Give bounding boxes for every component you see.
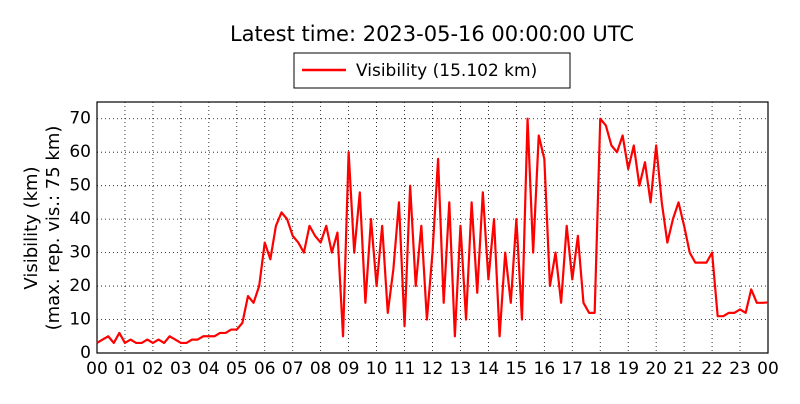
x-tick-label: 08: [310, 359, 332, 379]
x-tick-label: 05: [226, 359, 248, 379]
x-tick-label: 12: [422, 359, 444, 379]
x-tick-label: 13: [450, 359, 472, 379]
x-tick-label: 10: [366, 359, 388, 379]
x-tick-label: 01: [114, 359, 136, 379]
x-tick-label: 19: [617, 359, 639, 379]
x-tick-label: 00: [757, 359, 779, 379]
x-tick-label: 15: [506, 359, 528, 379]
y-tick-label: 60: [69, 142, 91, 162]
x-tick-label: 21: [673, 359, 695, 379]
x-tick-label: 18: [589, 359, 611, 379]
y-tick-label: 0: [80, 343, 91, 363]
x-tick-label: 16: [534, 359, 556, 379]
y-tick-label: 30: [69, 243, 91, 263]
x-tick-label: 04: [198, 359, 220, 379]
x-tick-label: 03: [170, 359, 192, 379]
y-tick-label: 40: [69, 209, 91, 229]
y-tick-label: 10: [69, 310, 91, 330]
x-tick-label: 00: [86, 359, 108, 379]
data-line: [96, 117, 769, 345]
y-tick-label: 50: [69, 176, 91, 196]
x-tick-label: 17: [561, 359, 583, 379]
y-tick-label: 20: [69, 276, 91, 296]
plot-frame: [96, 101, 769, 354]
x-tick-label: 02: [142, 359, 164, 379]
x-tick-label: 20: [645, 359, 667, 379]
x-tick-label: 11: [394, 359, 416, 379]
x-tick-label: 23: [729, 359, 751, 379]
x-tick-label: 07: [282, 359, 304, 379]
chart-title: Latest time: 2023-05-16 00:00:00 UTC: [230, 22, 634, 46]
y-tick-label: 70: [69, 109, 91, 129]
legend-label: Visibility (15.102 km): [356, 61, 537, 81]
y-axis-label: (max. rep. vis.: 75 km): [43, 126, 64, 331]
x-tick-label: 22: [701, 359, 723, 379]
x-tick-label: 09: [338, 359, 360, 379]
x-tick-label: 06: [254, 359, 276, 379]
x-tick-label: 14: [478, 359, 500, 379]
y-axis-label: Visibility (km): [21, 166, 42, 289]
